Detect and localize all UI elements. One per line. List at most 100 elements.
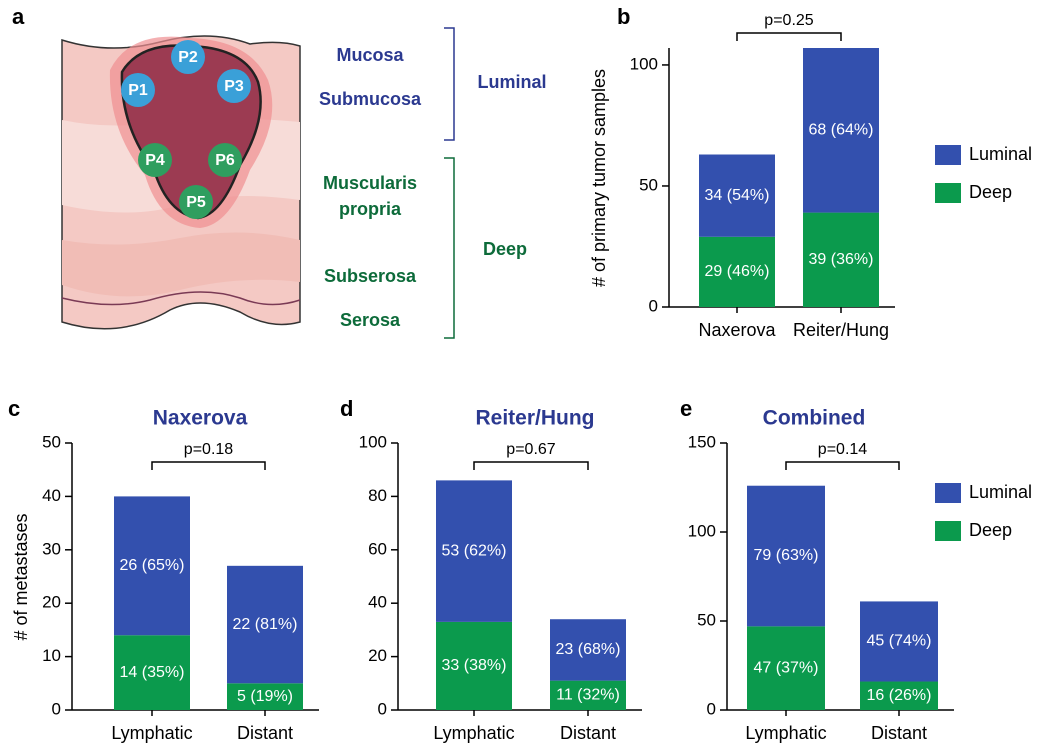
- value-label: 39 (36%): [809, 251, 874, 268]
- diagram: a P1 P2 P3 P4 P5 P6 Mucosa Submucosa Mus…: [12, 4, 547, 339]
- panel-label: e: [680, 396, 692, 421]
- value-label: 29 (46%): [705, 263, 770, 280]
- layer-label: Mucosa: [336, 45, 404, 65]
- serosa-line: [61, 291, 301, 306]
- y-tick-label: 150: [688, 432, 716, 451]
- chart-title: Reiter/Hung: [475, 407, 594, 430]
- legend-swatch: [935, 145, 961, 165]
- value-label: 47 (37%): [754, 659, 819, 676]
- sample-label: P1: [128, 82, 148, 99]
- y-tick-label: 40: [42, 486, 61, 505]
- y-tick-label: 0: [378, 699, 387, 718]
- value-label: 79 (63%): [754, 547, 819, 564]
- significance-bracket: [785, 461, 900, 470]
- sample-label: P5: [186, 194, 206, 211]
- group-label: Luminal: [477, 72, 546, 92]
- layer-label: Muscularis: [323, 173, 417, 193]
- bar-segment: [699, 154, 775, 237]
- value-label: 68 (64%): [809, 122, 874, 139]
- value-label: 22 (81%): [233, 616, 298, 633]
- layer-label: Subserosa: [324, 266, 417, 286]
- y-tick-label: 10: [42, 646, 61, 665]
- legend-label: Deep: [969, 520, 1012, 540]
- sample-label: P3: [224, 78, 244, 95]
- x-tick-label: Lymphatic: [433, 723, 514, 743]
- value-label: 33 (38%): [442, 657, 507, 674]
- value-label: 11 (32%): [556, 687, 620, 704]
- layer-label: Serosa: [340, 310, 401, 330]
- value-label: 26 (65%): [120, 557, 185, 574]
- bar-segment: [227, 683, 303, 710]
- sample-point: [179, 185, 213, 219]
- y-tick-label: 80: [368, 486, 387, 505]
- bar-segment: [436, 480, 512, 622]
- x-tick-label: Reiter/Hung: [793, 320, 889, 340]
- y-axis-label: # of primary tumor samples: [589, 69, 609, 287]
- significance-bracket: [736, 32, 842, 41]
- group-label: Deep: [483, 239, 527, 259]
- y-tick-label: 50: [42, 432, 61, 451]
- chart-title: Combined: [763, 407, 866, 430]
- sample-point: [138, 143, 172, 177]
- sample-point: [217, 69, 251, 103]
- y-tick-label: 60: [368, 539, 387, 558]
- y-tick-label: 40: [368, 593, 387, 612]
- panel-label: a: [12, 4, 25, 29]
- bar-segment: [550, 680, 626, 710]
- bar-segment: [436, 621, 512, 710]
- x-tick-label: Lymphatic: [111, 723, 192, 743]
- x-tick-label: Distant: [871, 723, 927, 743]
- value-label: 16 (26%): [867, 687, 932, 704]
- bar-segment: [114, 496, 190, 636]
- value-label: 5 (19%): [237, 688, 293, 705]
- legend-label: Luminal: [969, 482, 1032, 502]
- sample-point: [171, 40, 205, 74]
- x-tick-label: Distant: [237, 723, 293, 743]
- bar-segment: [860, 601, 938, 682]
- y-tick-label: 100: [359, 432, 387, 451]
- group-bracket: [444, 27, 455, 141]
- y-tick-label: 20: [368, 646, 387, 665]
- bar-segment: [747, 485, 825, 627]
- y-tick-label: 50: [639, 175, 658, 194]
- bar-segment: [550, 619, 626, 681]
- y-tick-label: 20: [42, 593, 61, 612]
- sample-point: [208, 143, 242, 177]
- legend-swatch: [935, 483, 961, 503]
- sample-label: P4: [145, 152, 165, 169]
- significance-bracket: [151, 461, 266, 470]
- y-tick-label: 0: [707, 699, 716, 718]
- legend-label: Luminal: [969, 144, 1032, 164]
- annotation: p=0.14: [818, 441, 867, 458]
- value-label: 53 (62%): [442, 542, 507, 559]
- bar-segment: [114, 635, 190, 710]
- panel-label: b: [617, 4, 630, 29]
- bar-segment: [860, 681, 938, 710]
- value-label: 14 (35%): [120, 664, 185, 681]
- significance-bracket: [473, 461, 589, 470]
- value-label: 45 (74%): [867, 633, 932, 650]
- legend-swatch: [935, 521, 961, 541]
- value-label: 23 (68%): [556, 641, 621, 658]
- annotation: p=0.18: [184, 441, 233, 458]
- layer-label: Submucosa: [319, 89, 422, 109]
- legend-swatch: [935, 183, 961, 203]
- bar-segment: [699, 236, 775, 307]
- panel-label: c: [8, 396, 20, 421]
- x-tick-label: Distant: [560, 723, 616, 743]
- legend-label: Deep: [969, 182, 1012, 202]
- annotation: p=0.25: [764, 12, 813, 29]
- value-label: 34 (54%): [705, 187, 770, 204]
- y-tick-label: 50: [697, 610, 716, 629]
- y-tick-label: 0: [649, 296, 658, 315]
- bar-segment: [803, 48, 879, 213]
- bar-segment: [227, 565, 303, 684]
- bar-segment: [803, 212, 879, 307]
- y-tick-label: 30: [42, 539, 61, 558]
- layer-label: propria: [339, 199, 402, 219]
- y-axis-label: # of metastases: [11, 513, 31, 640]
- sample-label: P2: [178, 49, 198, 66]
- panel-label: d: [340, 396, 353, 421]
- group-bracket: [444, 157, 455, 339]
